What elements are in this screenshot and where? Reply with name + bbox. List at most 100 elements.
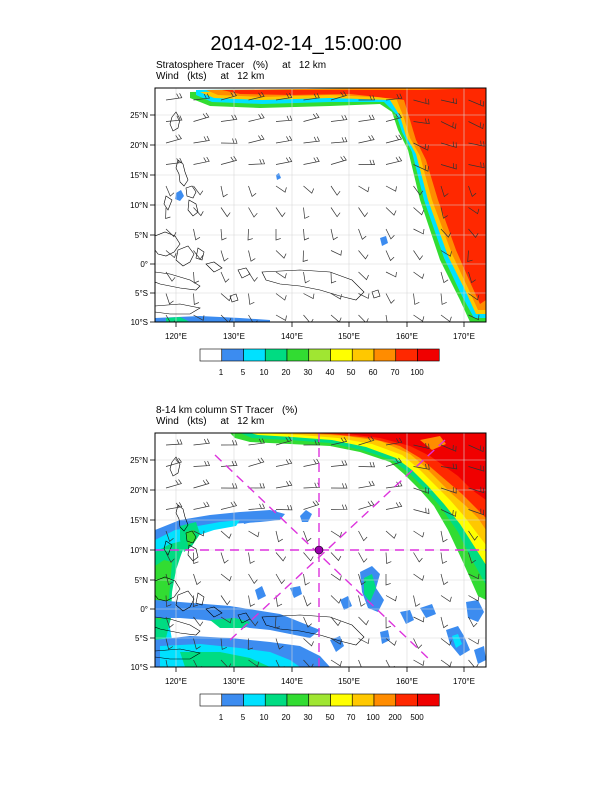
wind-barb [330, 504, 348, 510]
wind-barb [275, 458, 293, 467]
colorbar-swatch [264, 693, 288, 707]
wind-barb [385, 293, 395, 304]
wind-barb [413, 507, 430, 515]
wind-barb [413, 164, 429, 172]
wind-barb [248, 91, 265, 101]
wind-barb [413, 142, 429, 151]
wind-barb [193, 207, 204, 217]
wind-barb [468, 552, 477, 564]
wind-barb [468, 638, 480, 645]
wind-barb [413, 659, 425, 666]
wind-barb [385, 156, 403, 165]
wind-barb [358, 293, 370, 299]
colorbar-swatch [417, 348, 440, 362]
wind-barb [193, 93, 210, 101]
panel1-field [155, 88, 486, 322]
wind-barb [275, 92, 293, 101]
wind-barb [468, 616, 478, 628]
colorbar-label: 100 [366, 713, 380, 722]
wind-barb [220, 185, 228, 198]
lat-label: 20°N [130, 486, 148, 495]
wind-barb [220, 228, 227, 241]
panel2-title-line2: Wind (kts) at 12 km [156, 416, 265, 427]
colorbar-swatch [308, 693, 331, 707]
wind-barb [358, 595, 366, 607]
wind-barb [193, 185, 204, 196]
colorbar-swatch [286, 348, 310, 362]
wind-barb [358, 530, 368, 542]
wind-barb [193, 616, 204, 627]
colorbar-swatch [286, 693, 310, 707]
wind-barb [303, 207, 310, 219]
lat-label: 10°S [131, 663, 148, 672]
wind-barb [413, 442, 430, 450]
wind-barb [165, 293, 174, 305]
panel2-title-line1: 8-14 km column ST Tracer (%) [156, 405, 298, 416]
wind-barb [303, 595, 312, 607]
wind-barb [248, 113, 265, 122]
wind-barb [303, 293, 315, 300]
lat-label: 20°N [130, 141, 148, 150]
wind-barb [413, 118, 430, 125]
wind-barb [165, 573, 173, 586]
wind-barb [440, 163, 457, 170]
wind-barb [248, 503, 266, 510]
wind-barb [440, 228, 452, 238]
wind-barb [330, 271, 337, 284]
wind-barb [440, 444, 457, 452]
wind-barb [413, 552, 423, 563]
wind-barb [440, 141, 457, 148]
wind-barb [468, 293, 480, 301]
wind-barb [440, 573, 449, 586]
colorbar-swatch [417, 693, 440, 707]
colorbar-label: 200 [388, 713, 402, 722]
colorbar-label: 20 [282, 368, 291, 377]
colorbar-label: 5 [241, 713, 246, 722]
colorbar-label: 60 [369, 368, 378, 377]
wind-barb [165, 502, 183, 510]
colorbar-label: 500 [410, 713, 424, 722]
wind-barb [193, 228, 201, 241]
wind-barb [330, 155, 347, 165]
wind-barb [248, 483, 265, 489]
colorbar-swatch [243, 348, 266, 362]
wind-barb [358, 552, 368, 563]
wind-barb [413, 271, 425, 279]
wind-barb [165, 638, 173, 650]
wind-barb [330, 530, 342, 538]
colorbar-label: 30 [304, 368, 313, 377]
colorbar-label: 5 [241, 368, 246, 377]
wind-barb [468, 228, 479, 238]
lon-label: 170°E [453, 677, 475, 686]
wind-barb [385, 659, 395, 667]
wind-barb [330, 185, 341, 196]
lat-label: 25°N [130, 456, 148, 465]
lat-label: 10°N [130, 201, 148, 210]
wind-barb [275, 115, 293, 122]
colorbar-swatch [351, 693, 375, 707]
wind-barb [303, 638, 314, 647]
lat-label: 15°N [130, 516, 148, 525]
colorbar-label: 1 [219, 713, 224, 722]
wind-barb [165, 228, 177, 238]
wind-barb [193, 293, 200, 306]
colorbar-label: 50 [326, 713, 335, 722]
wind-barb [220, 501, 238, 510]
lon-label: 120°E [165, 677, 187, 686]
wind-barb [303, 314, 314, 322]
wind-barb [193, 573, 202, 586]
colorbar-swatch [330, 348, 353, 362]
wind-barb [330, 250, 342, 256]
wind-barb [330, 136, 348, 144]
wind-barb [275, 229, 281, 241]
wind-barb [385, 314, 388, 322]
wind-barb [413, 638, 423, 649]
wind-barb [303, 659, 314, 667]
lat-label: 10°N [130, 546, 148, 555]
wind-barb [165, 595, 172, 608]
panel1-coastlines [155, 111, 381, 315]
wind-barb [330, 616, 341, 627]
wind-barb [468, 140, 485, 147]
wind-barb [330, 460, 348, 467]
wind-barb [165, 439, 183, 446]
